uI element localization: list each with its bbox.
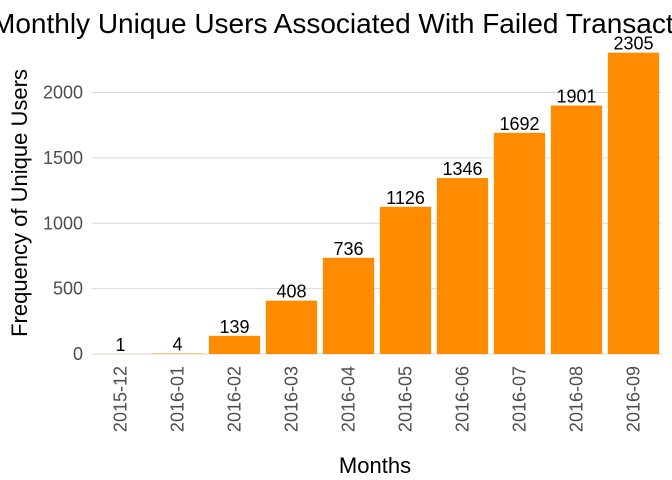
bar-value-label: 736	[333, 239, 363, 259]
bars	[94, 52, 660, 354]
bar	[208, 335, 261, 354]
bar	[436, 178, 489, 354]
bar-value-label: 2305	[613, 34, 653, 54]
chart-title: Monthly Unique Users Associated With Fai…	[0, 8, 672, 39]
bar-value-label: 1692	[499, 114, 539, 134]
y-tick-label: 0	[73, 344, 83, 364]
bar	[550, 105, 603, 354]
x-tick-label: 2016-04	[339, 366, 359, 432]
x-tick-label: 2016-06	[453, 366, 473, 432]
bar	[607, 52, 660, 354]
bar	[322, 257, 375, 354]
bar	[379, 206, 432, 354]
y-tick-label: 1000	[43, 213, 83, 233]
bar-value-label: 1346	[442, 159, 482, 179]
bar	[493, 132, 546, 354]
x-axis-title: Months	[339, 453, 411, 478]
y-tick-label: 1500	[43, 148, 83, 168]
bar-value-label: 139	[219, 317, 249, 337]
bar-value-label: 408	[276, 282, 306, 302]
y-tick-label: 500	[53, 279, 83, 299]
x-tick-label: 2016-07	[510, 366, 530, 432]
data-labels: 1 4 139 408 736 1126 1346 1692 1901 2305	[115, 34, 653, 355]
x-tick-label: 2016-05	[396, 366, 416, 432]
bar-value-label: 1	[115, 335, 125, 355]
bar-value-label: 4	[172, 334, 182, 354]
x-tick-label: 2016-08	[567, 366, 587, 432]
x-tick-label: 2016-09	[624, 366, 644, 432]
bar	[265, 300, 318, 354]
bar-value-label: 1126	[386, 188, 425, 208]
bar-value-label: 1901	[556, 86, 596, 106]
x-tick-label: 2016-01	[168, 366, 188, 432]
y-axis-title: Frequency of Unique Users	[7, 69, 32, 337]
bar	[151, 353, 204, 354]
x-tick-label: 2016-02	[225, 366, 245, 432]
y-axis-ticks: 0 500 1000 1500 2000	[43, 83, 83, 364]
x-axis-ticks: 2015-12 2016-01 2016-02 2016-03 2016-04 2016-…	[111, 366, 644, 432]
x-tick-label: 2015-12	[111, 366, 131, 432]
x-tick-label: 2016-03	[282, 366, 302, 432]
y-tick-label: 2000	[43, 83, 83, 103]
